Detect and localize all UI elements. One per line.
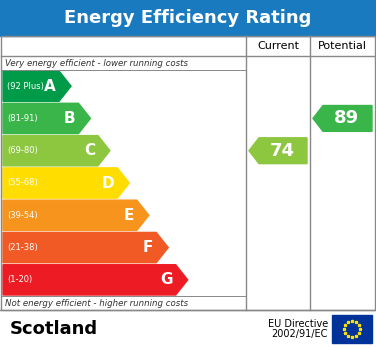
Text: D: D	[102, 175, 114, 190]
Text: A: A	[44, 79, 56, 94]
Text: E: E	[123, 208, 134, 223]
Polygon shape	[3, 265, 188, 295]
Text: Scotland: Scotland	[10, 320, 98, 338]
Bar	[332, 315, 372, 343]
Text: B: B	[64, 111, 76, 126]
Text: Not energy efficient - higher running costs: Not energy efficient - higher running co…	[5, 299, 188, 308]
Text: Potential: Potential	[317, 41, 367, 51]
Bar	[1, 36, 375, 310]
Polygon shape	[313, 105, 372, 131]
Text: (39-54): (39-54)	[7, 211, 38, 220]
Text: 2002/91/EC: 2002/91/EC	[271, 329, 328, 339]
Polygon shape	[3, 103, 91, 134]
Text: (69-80): (69-80)	[7, 146, 38, 155]
Polygon shape	[3, 136, 110, 166]
Text: (81-91): (81-91)	[7, 114, 38, 123]
Polygon shape	[249, 138, 307, 164]
Text: (92 Plus): (92 Plus)	[7, 82, 44, 90]
Polygon shape	[3, 71, 71, 101]
Text: G: G	[160, 272, 173, 287]
Text: Energy Efficiency Rating: Energy Efficiency Rating	[64, 9, 312, 27]
Bar	[0, 0, 376, 36]
Text: Very energy efficient - lower running costs: Very energy efficient - lower running co…	[5, 58, 188, 68]
Text: (1-20): (1-20)	[7, 275, 32, 284]
Polygon shape	[3, 168, 129, 198]
Text: (21-38): (21-38)	[7, 243, 38, 252]
Text: (55-68): (55-68)	[7, 179, 38, 188]
Polygon shape	[3, 200, 149, 230]
Text: C: C	[84, 143, 95, 158]
Text: 89: 89	[334, 109, 359, 127]
Text: EU Directive: EU Directive	[268, 319, 328, 329]
Text: 74: 74	[270, 142, 294, 160]
Text: F: F	[143, 240, 153, 255]
Polygon shape	[3, 232, 168, 263]
Text: Current: Current	[257, 41, 299, 51]
